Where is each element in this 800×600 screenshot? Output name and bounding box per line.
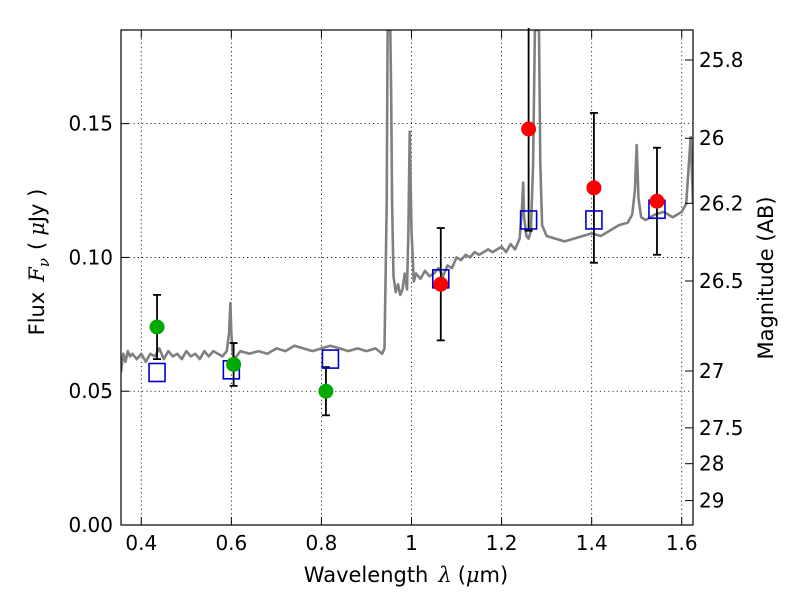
x-tick-label: 1.6 [666,531,698,555]
y2-tick-label: 27 [699,359,724,383]
plot-frame [120,29,694,526]
observed-point-nir [521,121,537,137]
grid [121,30,693,525]
ticks: 0.4 0.6 0.8 1 1.2 1.4 1.6 0.00 0.05 0.10 0.15 25.8 2… [68,30,744,555]
observed-point-nir [433,276,449,292]
observed-point-nir [586,180,602,196]
x-tick-label: 0.8 [306,531,338,555]
observed-point-nir [649,193,665,209]
y-tick-label: 0.10 [68,245,113,269]
x-tick-label: 1 [405,531,418,555]
x-tick-label: 1.2 [486,531,518,555]
template-spectrum-line [121,30,693,373]
model-photometry-square [321,349,340,369]
y2-tick-label: 25.8 [699,48,744,72]
error-bars [153,28,661,417]
y2-tick-label: 26.5 [699,269,744,293]
plot-area [121,30,693,373]
x-tick-label: 1.4 [576,531,608,555]
y2-tick-label: 27.5 [699,416,744,440]
y2-axis-label: Magnitude (AB) [754,196,778,359]
model-photometry-square [148,362,166,383]
y-axis-label: FluxFν(μJy ) [25,189,53,336]
x-tick-label: 0.6 [215,531,247,555]
model-photometry-square [585,210,603,230]
y2-tick-label: 29 [699,489,724,513]
markers [148,121,666,399]
observed-point-optical [149,319,165,335]
observed-point-optical [226,356,242,372]
y-tick-label: 0.00 [68,513,113,537]
x-axis-label: Wavelength λ (μm) [304,563,508,587]
y-tick-label: 0.05 [68,379,113,403]
x-tick-label: 0.4 [125,531,157,555]
y2-tick-label: 26 [699,126,724,150]
y2-tick-label: 28 [699,452,724,476]
y-tick-label: 0.15 [68,112,113,136]
model-photometry-square [519,210,538,230]
y2-tick-label: 26.2 [699,191,744,215]
observed-point-optical [318,383,334,399]
